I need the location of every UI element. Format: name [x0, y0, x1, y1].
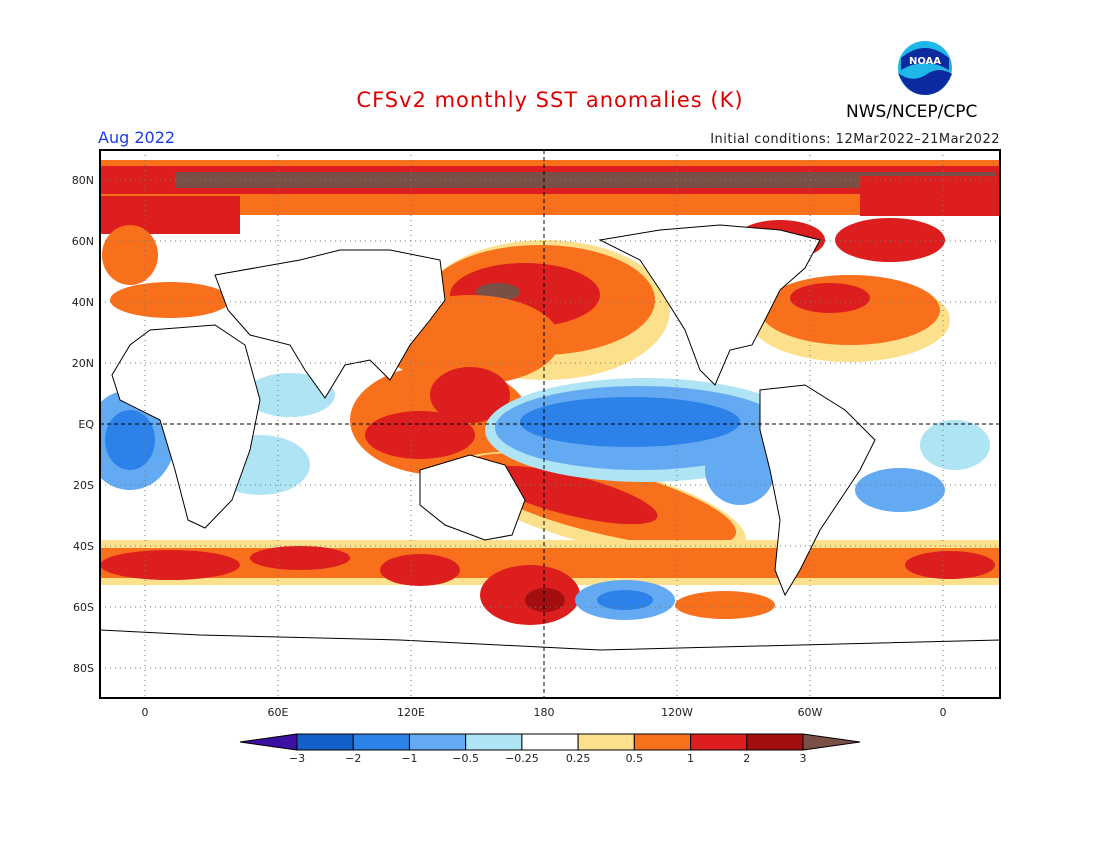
eurasia [214, 249, 446, 399]
lon-label: 60E [268, 706, 289, 719]
colorbar-min-arrow [239, 733, 298, 751]
australia [419, 454, 526, 541]
colorbar-segment [296, 733, 354, 751]
colorbar-label: 3 [800, 752, 807, 765]
north-america [598, 224, 821, 386]
lat-label: 20S [73, 479, 94, 492]
lat-label: 20N [72, 357, 94, 370]
anomaly-field [100, 150, 1000, 698]
lat-label: 40N [72, 296, 94, 309]
map-title: CFSv2 monthly SST anomalies (K) [356, 88, 744, 112]
colorbar-segment [352, 733, 410, 751]
colorbar-segment [633, 733, 692, 751]
lat-label: 80N [72, 174, 94, 187]
lat-label: EQ [78, 418, 94, 431]
noaa-logo: NOAA [898, 41, 952, 95]
lon-label: 180 [534, 706, 555, 719]
africa [111, 324, 261, 529]
lat-label: 80S [73, 662, 94, 675]
lat-label: 60S [73, 601, 94, 614]
agency-label: NWS/NCEP/CPC [846, 102, 978, 122]
lon-label: 0 [142, 706, 149, 719]
colorbar-label: 0.25 [566, 752, 591, 765]
continents [100, 224, 1000, 698]
colorbar-segment [746, 733, 804, 751]
lon-label: 0 [940, 706, 947, 719]
colorbar-segment [465, 733, 523, 751]
colorbar-segment [690, 733, 748, 751]
colorbar-label: 1 [687, 752, 694, 765]
logo-text: NOAA [909, 56, 941, 67]
colorbar-segment [577, 733, 635, 751]
lon-axis: 0 60E 120E 180 120W 60W 0 [142, 706, 947, 719]
colorbar-max-arrow [802, 733, 861, 751]
colorbar-label: −2 [345, 752, 361, 765]
colorbar-label: −3 [289, 752, 305, 765]
forecast-month: Aug 2022 [98, 128, 176, 147]
antarctica [100, 629, 1000, 698]
lat-axis: 80N 60N 40N 20N EQ 20S 40S 60S 80S [72, 174, 95, 675]
colorbar: −3 −2 −1 −0.5 −0.25 0.25 0.5 1 2 3 [239, 733, 861, 765]
colorbar-label: −0.5 [452, 752, 479, 765]
lat-label: 60N [72, 235, 94, 248]
colorbar-label: 2 [743, 752, 750, 765]
colorbar-label: −0.25 [505, 752, 539, 765]
colorbar-label: 0.5 [626, 752, 644, 765]
lon-label: 60W [798, 706, 823, 719]
initial-conditions: Initial conditions: 12Mar2022–21Mar2022 [710, 132, 1000, 147]
map-frame [99, 149, 1001, 699]
lat-label: 40S [73, 540, 94, 553]
colorbar-segment [408, 733, 467, 751]
gridlines [100, 150, 1000, 698]
lon-label: 120W [661, 706, 693, 719]
colorbar-label: −1 [401, 752, 417, 765]
colorbar-segment [521, 733, 579, 751]
lon-label: 120E [397, 706, 425, 719]
